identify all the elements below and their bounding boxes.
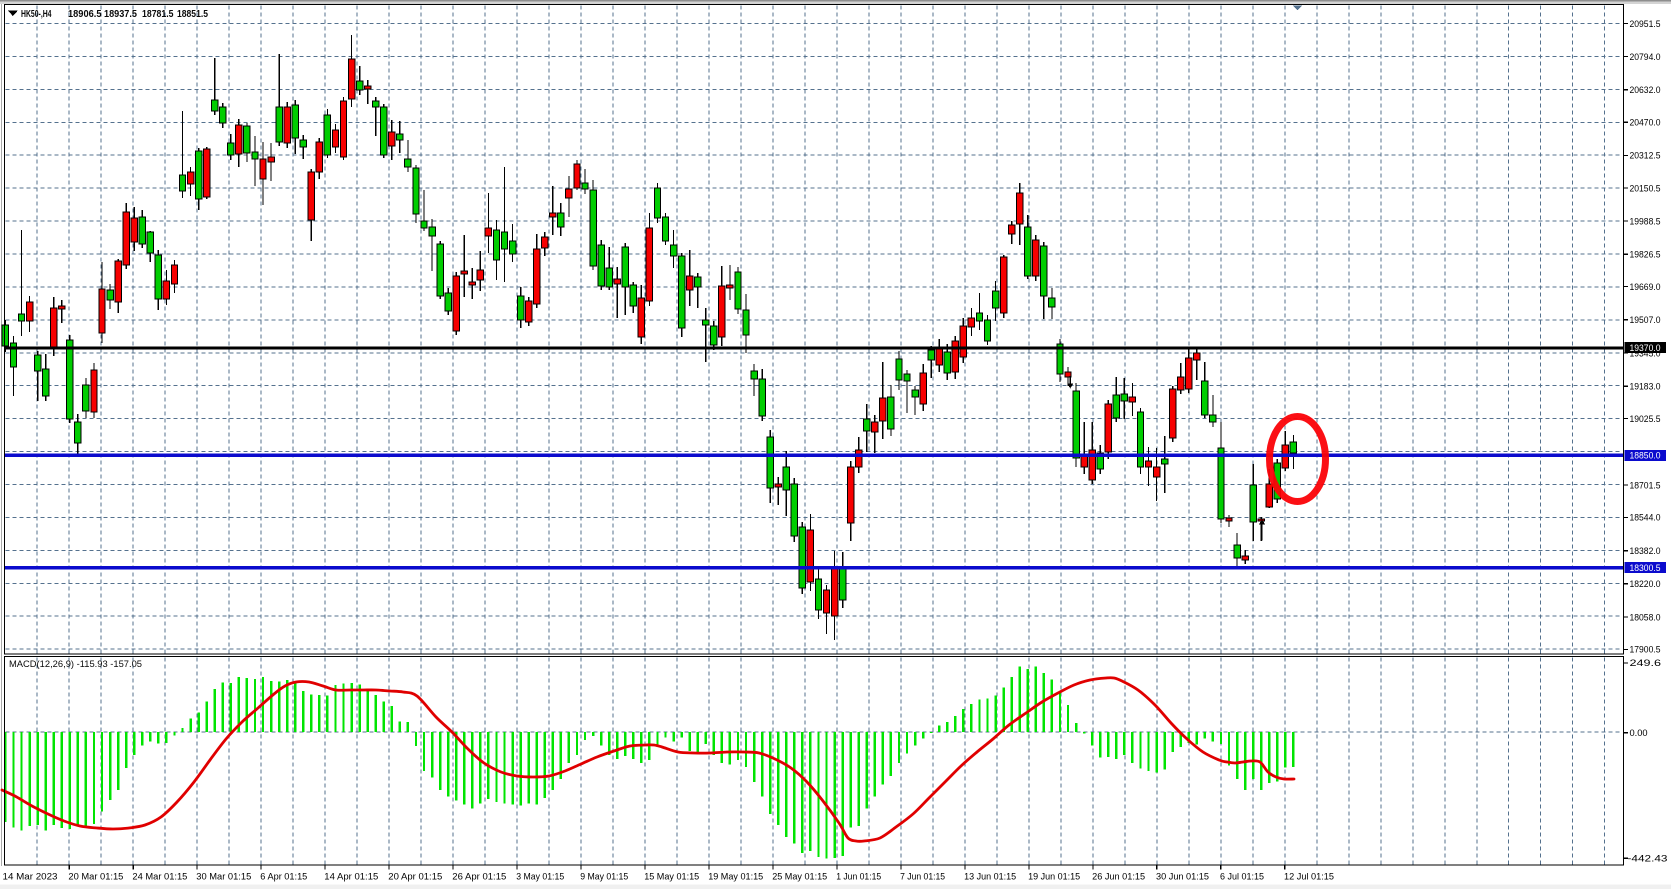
svg-text:20150.5: 20150.5 xyxy=(1630,183,1661,193)
svg-text:3 May 01:15: 3 May 01:15 xyxy=(516,872,564,883)
svg-text:14 Apr 01:15: 14 Apr 01:15 xyxy=(324,872,378,883)
svg-text:25 May 01:15: 25 May 01:15 xyxy=(772,872,827,883)
svg-text:19183.0: 19183.0 xyxy=(1630,382,1661,392)
svg-text:26 Jun 01:15: 26 Jun 01:15 xyxy=(1092,872,1145,883)
svg-text:18937.5: 18937.5 xyxy=(104,9,137,20)
svg-text:20470.0: 20470.0 xyxy=(1630,118,1661,128)
svg-text:24 Mar 01:15: 24 Mar 01:15 xyxy=(132,872,187,883)
svg-text:249.6: 249.6 xyxy=(1630,658,1662,668)
svg-text:19507.0: 19507.0 xyxy=(1630,315,1661,325)
svg-text:14 Mar 2023: 14 Mar 2023 xyxy=(3,872,58,883)
svg-text:18851.5: 18851.5 xyxy=(177,9,208,20)
svg-text:1 Jun 01:15: 1 Jun 01:15 xyxy=(836,872,881,883)
svg-text:19 Jun 01:15: 19 Jun 01:15 xyxy=(1028,872,1080,883)
svg-text:20632.0: 20632.0 xyxy=(1630,85,1661,95)
svg-text:20 Mar 01:15: 20 Mar 01:15 xyxy=(68,872,123,883)
svg-text:19345.0: 19345.0 xyxy=(1630,348,1661,358)
svg-text:13 Jun 01:15: 13 Jun 01:15 xyxy=(964,872,1016,883)
svg-text:-442.43: -442.43 xyxy=(1628,854,1668,864)
svg-text:19370.0: 19370.0 xyxy=(1630,343,1661,353)
svg-text:6 Jul 01:15: 6 Jul 01:15 xyxy=(1220,872,1264,883)
svg-text:18701.5: 18701.5 xyxy=(1630,480,1661,490)
svg-text:9 May 01:15: 9 May 01:15 xyxy=(580,872,628,883)
svg-text:17900.5: 17900.5 xyxy=(1630,645,1661,655)
svg-text:30 Mar 01:15: 30 Mar 01:15 xyxy=(196,872,251,883)
svg-text:19 May 01:15: 19 May 01:15 xyxy=(708,872,763,883)
svg-text:6 Apr 01:15: 6 Apr 01:15 xyxy=(260,872,307,883)
svg-text:18058.0: 18058.0 xyxy=(1630,612,1661,622)
svg-text:19826.5: 19826.5 xyxy=(1630,250,1661,260)
svg-text:19988.5: 19988.5 xyxy=(1630,216,1661,226)
svg-text:18781.5: 18781.5 xyxy=(142,9,174,20)
svg-text:20794.0: 20794.0 xyxy=(1630,52,1661,62)
svg-text:18850.0: 18850.0 xyxy=(1630,451,1661,461)
svg-text:18220.0: 18220.0 xyxy=(1630,579,1661,589)
svg-text:15 May 01:15: 15 May 01:15 xyxy=(644,872,699,883)
svg-text:20951.5: 20951.5 xyxy=(1630,19,1661,29)
svg-text:18544.0: 18544.0 xyxy=(1630,513,1661,523)
svg-text:26 Apr 01:15: 26 Apr 01:15 xyxy=(452,872,506,883)
svg-text:19025.5: 19025.5 xyxy=(1630,414,1661,424)
svg-text:20312.5: 20312.5 xyxy=(1630,151,1661,161)
svg-text:MACD(12,26,9) -115.93 -157.05: MACD(12,26,9) -115.93 -157.05 xyxy=(9,659,142,670)
svg-text:18382.0: 18382.0 xyxy=(1630,546,1661,556)
svg-text:18906.5: 18906.5 xyxy=(68,9,102,20)
svg-text:18300.5: 18300.5 xyxy=(1630,563,1661,573)
svg-text:20 Apr 01:15: 20 Apr 01:15 xyxy=(388,872,442,883)
svg-text:30 Jun 01:15: 30 Jun 01:15 xyxy=(1156,872,1209,883)
svg-text:12 Jul 01:15: 12 Jul 01:15 xyxy=(1284,872,1334,883)
svg-text:19669.0: 19669.0 xyxy=(1630,282,1661,292)
svg-text:0.00: 0.00 xyxy=(1630,728,1648,738)
svg-text:7 Jun 01:15: 7 Jun 01:15 xyxy=(900,872,945,883)
svg-text:HK50-,H4: HK50-,H4 xyxy=(21,9,52,20)
